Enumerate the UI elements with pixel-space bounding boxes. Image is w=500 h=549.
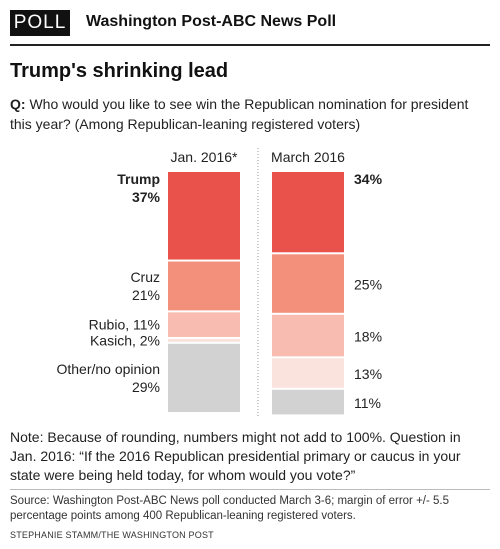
column-header-jan: Jan. 2016* bbox=[171, 149, 238, 165]
column-header-march: March 2016 bbox=[271, 149, 345, 165]
poll-question: Q: Who would you like to see win the Rep… bbox=[10, 94, 480, 134]
label-other-no-opinion-jan-0: Other/no opinion bbox=[56, 361, 160, 377]
poll-source-title: Washington Post-ABC News Poll bbox=[86, 13, 337, 30]
bar-kasich-march bbox=[272, 358, 344, 388]
label-cruz-march: 25% bbox=[354, 277, 382, 293]
credit-line: STEPHANIE STAMM/THE WASHINGTON POST bbox=[10, 530, 214, 540]
label-trump-jan-1: 37% bbox=[132, 189, 161, 205]
bar-kasich-jan bbox=[168, 338, 240, 342]
bar-rubio-jan bbox=[168, 312, 240, 337]
label-cruz-jan-0: Cruz bbox=[130, 269, 160, 285]
label-trump-jan-0: Trump bbox=[117, 171, 160, 187]
bar-other-no-opinion-jan bbox=[168, 343, 240, 412]
poll-header: POLL Washington Post-ABC News Poll bbox=[10, 8, 490, 40]
stacked-bar-chart: Jan. 2016* March 2016 Trump 37% Cruz 21% Rubio… bbox=[56, 148, 383, 416]
bar-trump-march bbox=[272, 172, 344, 253]
header-divider bbox=[10, 44, 490, 46]
bar-rubio-march bbox=[272, 314, 344, 357]
label-trump-march: 34% bbox=[354, 171, 383, 187]
source-line: Source: Washington Post-ABC News poll co… bbox=[10, 495, 450, 522]
label-kasich-march: 13% bbox=[354, 366, 382, 382]
bar-other-no-opinion-march bbox=[272, 389, 344, 415]
label-kasich-jan-0: Kasich, 2% bbox=[90, 332, 160, 348]
label-other-no-opinion-jan-1: 29% bbox=[132, 379, 160, 395]
label-rubio-jan-0: Rubio, 11% bbox=[89, 317, 160, 333]
poll-badge: POLL bbox=[10, 10, 70, 36]
rounding-note: Note: Because of rounding, numbers might… bbox=[10, 429, 461, 483]
bar-cruz-march bbox=[272, 254, 344, 313]
bar-trump-jan bbox=[168, 172, 240, 260]
label-cruz-jan-1: 21% bbox=[132, 287, 160, 303]
question-prefix: Q: bbox=[10, 96, 26, 112]
bar-cruz-jan bbox=[168, 261, 240, 311]
question-text: Who would you like to see win the Republ… bbox=[10, 96, 469, 132]
label-other-no-opinion-march: 11% bbox=[354, 395, 381, 411]
label-rubio-march: 18% bbox=[354, 329, 382, 345]
chart-title: Trump's shrinking lead bbox=[10, 60, 229, 82]
source-divider bbox=[10, 489, 490, 490]
